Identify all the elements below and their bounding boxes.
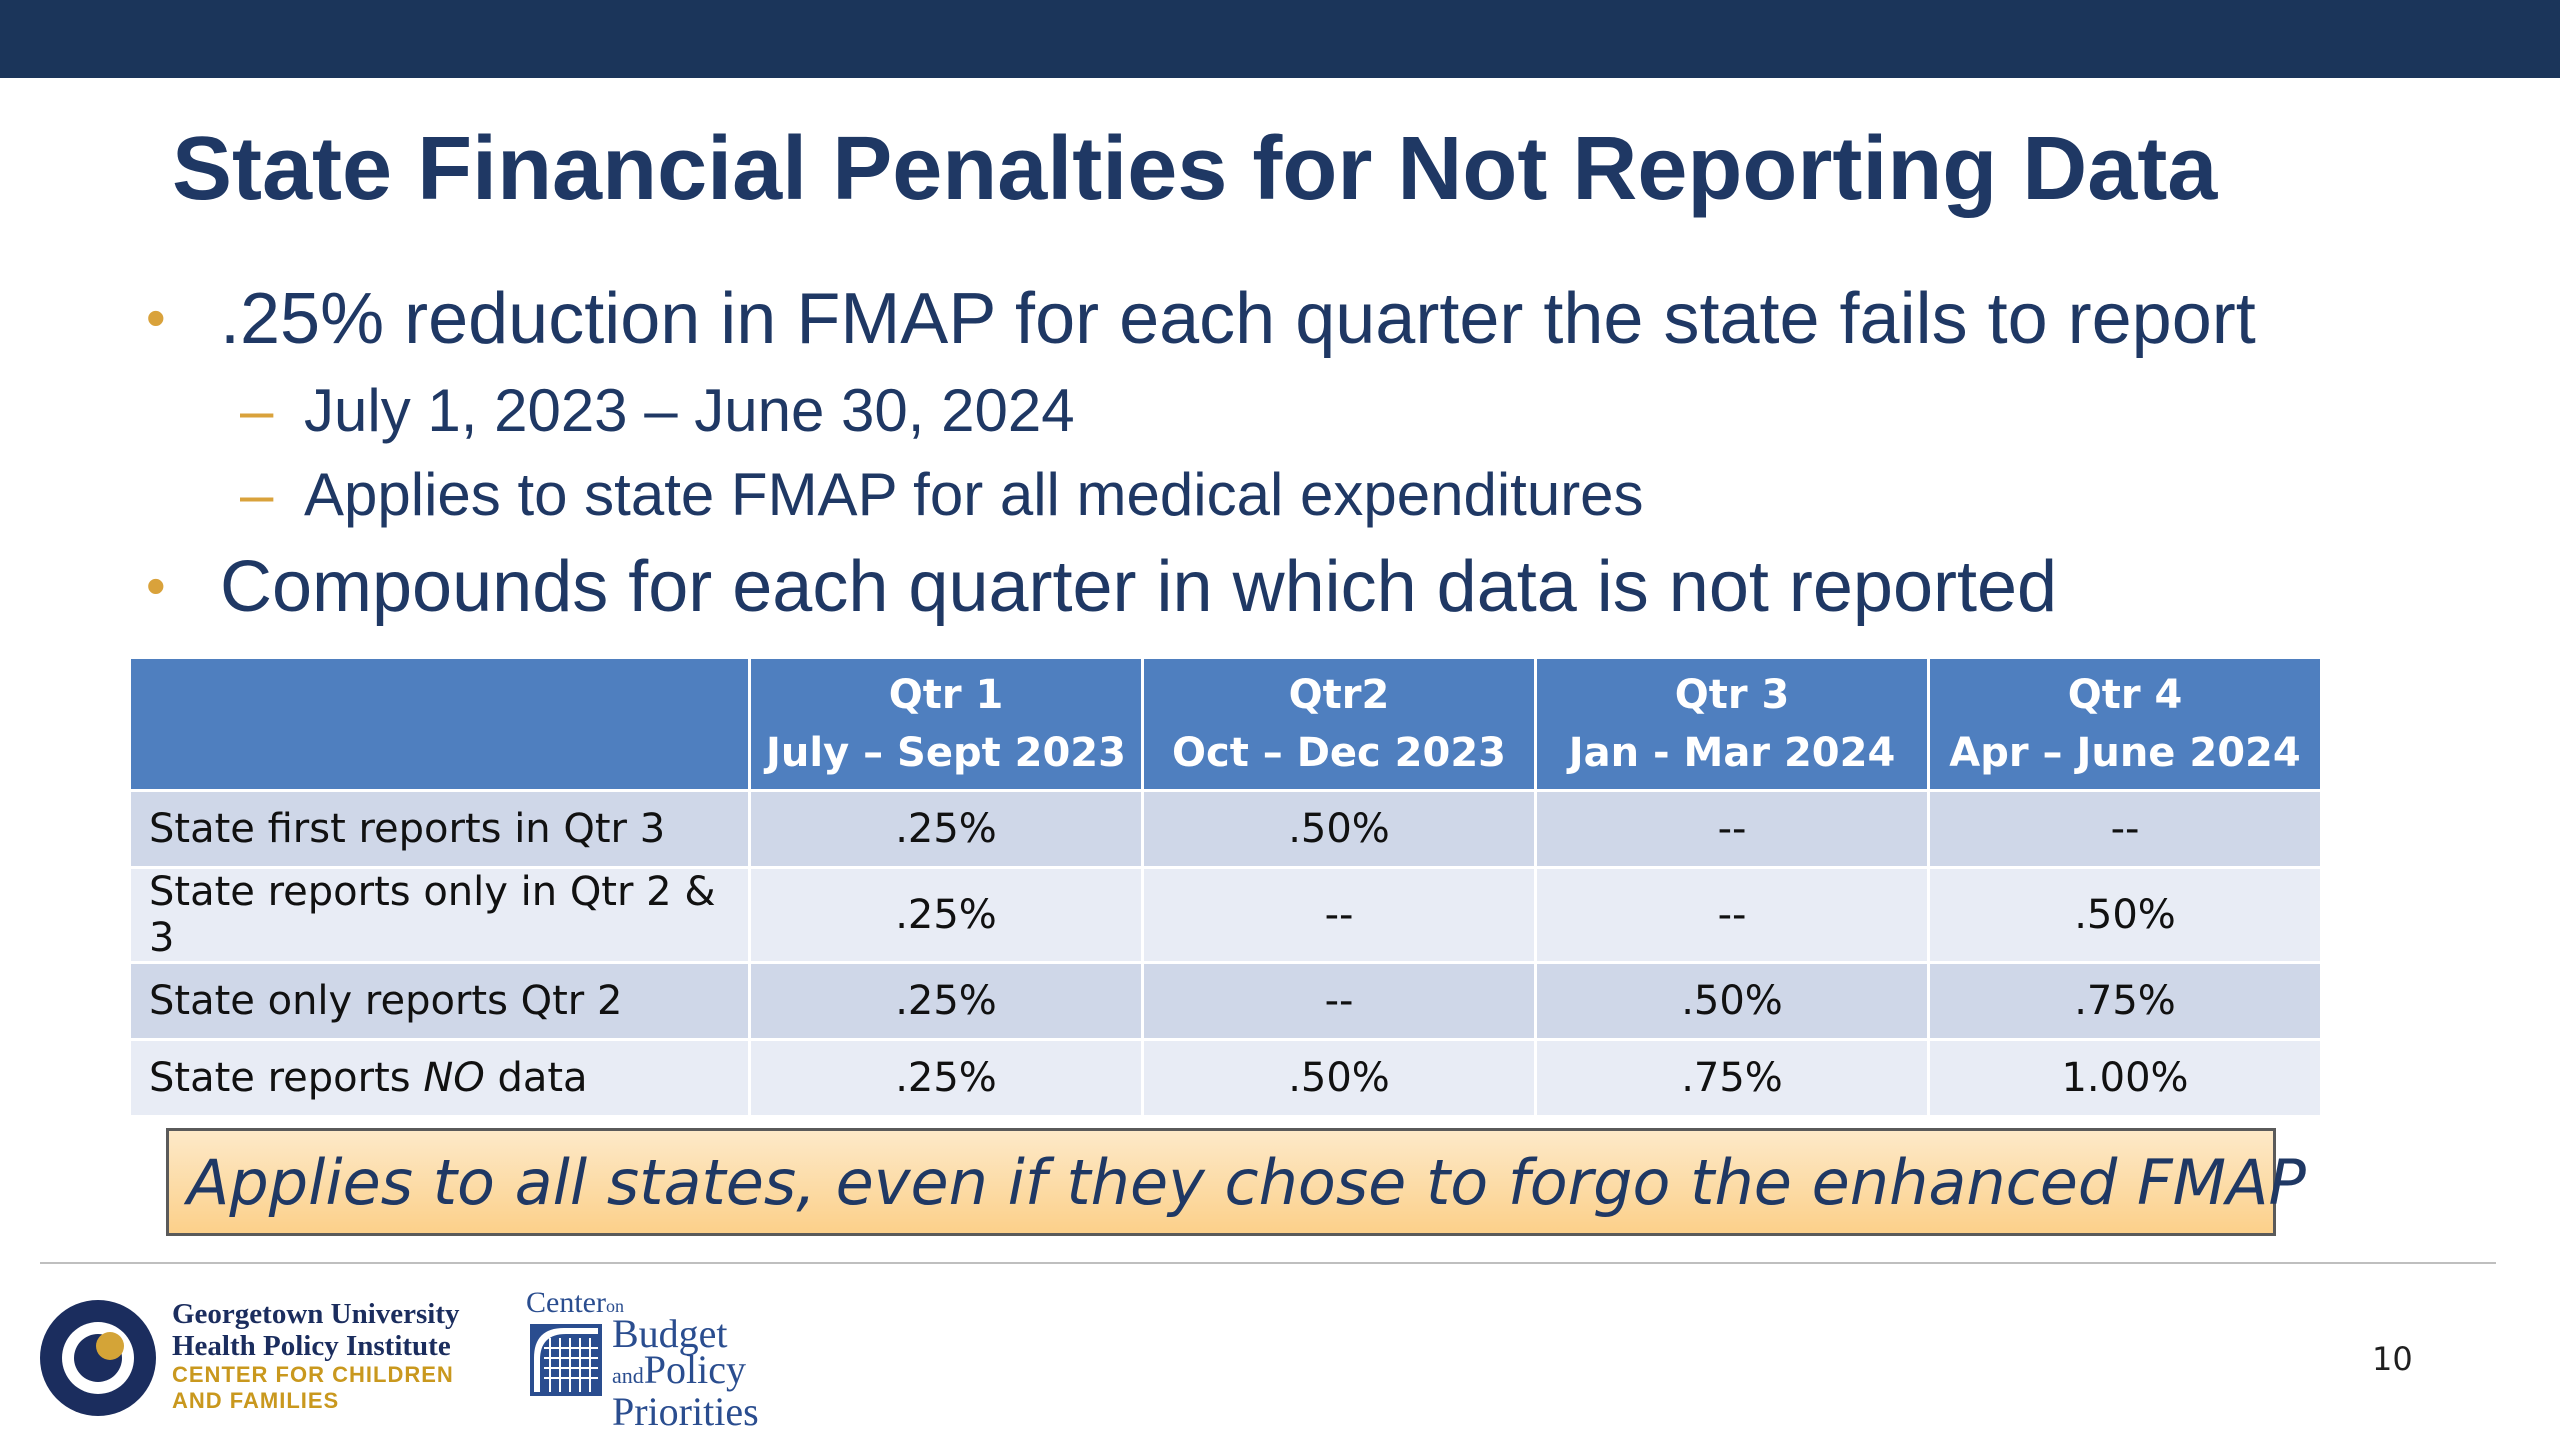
table-cell: .50% <box>1141 789 1537 869</box>
cbpp-center-text: Centeron <box>526 1286 624 1319</box>
sub-bullet-text: Applies to state FMAP for all medical ex… <box>304 461 1644 528</box>
bullet-marker: • <box>146 554 166 618</box>
table-cell: -- <box>1141 961 1537 1041</box>
table-row: State only reports Qtr 2 .25% -- .50% .7… <box>128 961 2323 1041</box>
header-qtr4: Qtr 4 Apr – June 2024 <box>1927 656 2323 792</box>
sub-bullet-date-range: – July 1, 2023 – June 30, 2024 <box>240 376 1075 445</box>
row-label: State first reports in Qtr 3 <box>128 789 751 869</box>
footer-divider <box>40 1262 2496 1264</box>
table-cell: .75% <box>1927 961 2323 1041</box>
table-cell: .25% <box>748 961 1144 1041</box>
sub-bullet-marker: – <box>240 377 274 444</box>
table-cell: .25% <box>748 866 1144 964</box>
callout-box: Applies to all states, even if they chos… <box>166 1128 2306 1236</box>
penalty-table: Qtr 1 July – Sept 2023 Qtr2 Oct – Dec 2023… <box>128 656 2323 1118</box>
header-qtr1: Qtr 1 July – Sept 2023 <box>748 656 1144 792</box>
georgetown-logo-text: Georgetown University Health Policy Inst… <box>172 1298 460 1414</box>
table-cell: .50% <box>1927 866 2323 964</box>
georgetown-circle-logo-icon <box>40 1300 156 1416</box>
header-qtr3: Qtr 3 Jan - Mar 2024 <box>1534 656 1930 792</box>
table-cell: 1.00% <box>1927 1038 2323 1118</box>
table-cell: .50% <box>1141 1038 1537 1118</box>
table-cell: .25% <box>748 1038 1144 1118</box>
cbpp-budget: Budget <box>612 1311 728 1356</box>
table-row: State reports only in Qtr 2 & 3 .25% -- … <box>128 866 2323 964</box>
row-label-pre: State reports <box>149 1055 424 1101</box>
table-cell: .75% <box>1534 1038 1930 1118</box>
cbpp-and: and <box>612 1363 644 1388</box>
bullet-marker: • <box>146 286 166 350</box>
sub-bullet-applies: – Applies to state FMAP for all medical e… <box>240 460 1644 529</box>
sub-bullet-marker: – <box>240 461 274 528</box>
cbpp-priorities: Priorities <box>612 1389 759 1434</box>
row-label-emphasis: NO <box>423 1055 485 1101</box>
bullet-text: .25% reduction in FMAP for each quarter … <box>220 279 2256 359</box>
row-label: State reports NO data <box>128 1038 751 1118</box>
header-corner <box>128 656 751 792</box>
cbpp-grid-logo-icon <box>530 1324 602 1396</box>
gu-line3: CENTER FOR CHILDREN <box>172 1362 454 1387</box>
gu-line1: Georgetown University <box>172 1298 460 1330</box>
top-banner <box>0 0 2560 78</box>
cbpp-policy: Policy <box>643 1347 746 1392</box>
row-label-post: data <box>484 1055 588 1101</box>
sub-bullet-text: July 1, 2023 – June 30, 2024 <box>304 377 1075 444</box>
bullet-fmap-reduction: • .25% reduction in FMAP for each quarter… <box>146 278 2256 360</box>
slide-title: State Financial Penalties for Not Report… <box>172 119 2218 219</box>
page-number: 10 <box>2372 1340 2413 1378</box>
bullet-text: Compounds for each quarter in which data… <box>220 547 2058 627</box>
table-cell: -- <box>1141 866 1537 964</box>
table-cell: .50% <box>1534 961 1930 1041</box>
table-cell: .25% <box>748 789 1144 869</box>
table-cell: -- <box>1534 866 1930 964</box>
callout-text: Applies to all states, even if they chos… <box>187 1145 2306 1219</box>
gu-line4: AND FAMILIES <box>172 1388 340 1413</box>
cbpp-logo-text: Budget andPolicy Priorities <box>612 1314 759 1432</box>
table-row: State first reports in Qtr 3 .25% .50% -… <box>128 789 2323 869</box>
bullet-compounds: • Compounds for each quarter in which dat… <box>146 546 2057 628</box>
gu-line2: Health Policy Institute <box>172 1330 451 1362</box>
table-cell: -- <box>1534 789 1930 869</box>
table-cell: -- <box>1927 789 2323 869</box>
row-label: State only reports Qtr 2 <box>128 961 751 1041</box>
header-qtr2: Qtr2 Oct – Dec 2023 <box>1141 656 1537 792</box>
row-label: State reports only in Qtr 2 & 3 <box>128 866 751 964</box>
table-header-row: Qtr 1 July – Sept 2023 Qtr2 Oct – Dec 2023… <box>128 656 2323 792</box>
table-row: State reports NO data .25% .50% .75% 1.0… <box>128 1038 2323 1118</box>
